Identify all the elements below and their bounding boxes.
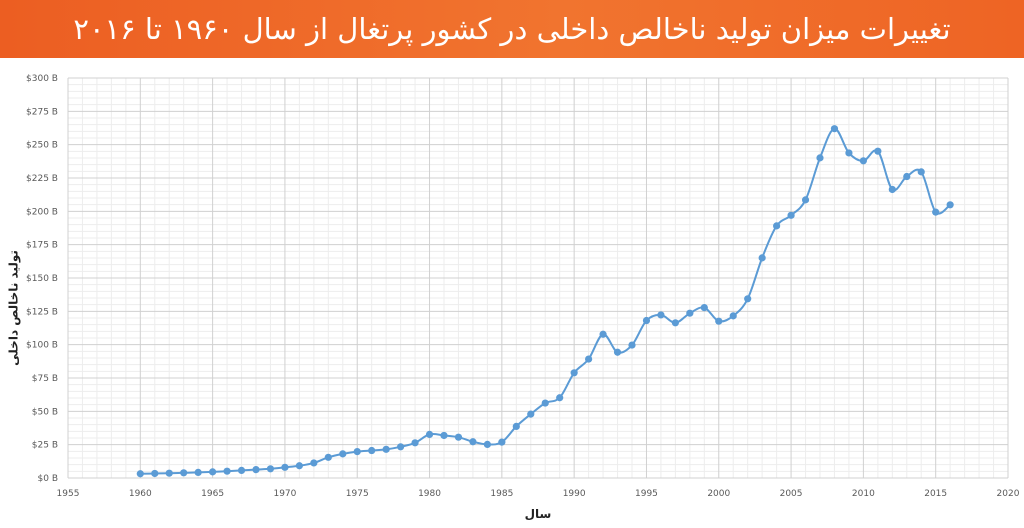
y-tick-label: $25 B <box>32 441 58 451</box>
data-point <box>252 466 260 474</box>
data-point <box>932 208 940 216</box>
data-point <box>556 394 564 402</box>
y-tick-label: $200 B <box>26 207 58 217</box>
chart-area: $0 B $25 B $50 B $75 B $100 B $125 B $150 B $17… <box>0 58 1024 528</box>
data-point <box>295 462 303 470</box>
x-tick-label: 1995 <box>635 489 658 499</box>
data-point <box>136 470 144 478</box>
data-point <box>281 463 289 471</box>
data-point <box>888 185 896 194</box>
data-point <box>194 468 202 476</box>
x-axis-title: سال <box>525 507 552 521</box>
data-point <box>512 422 520 430</box>
data-point <box>715 317 723 325</box>
data-point <box>237 466 246 474</box>
data-point <box>642 316 651 325</box>
data-point <box>874 147 882 155</box>
data-point <box>411 439 419 447</box>
data-point <box>382 445 390 453</box>
y-tick-label: $175 B <box>26 241 58 251</box>
data-point <box>151 469 159 478</box>
data-point <box>801 196 810 204</box>
x-tick-label: 1960 <box>129 489 152 499</box>
data-point <box>527 410 535 418</box>
y-tick-label: $100 B <box>26 341 58 351</box>
x-tick-label: 1965 <box>201 489 224 499</box>
y-tick-label: $75 B <box>32 374 58 384</box>
data-point <box>223 467 231 475</box>
major-gridlines <box>67 77 1009 479</box>
y-tick-label: $0 B <box>38 474 59 484</box>
data-point <box>758 254 766 262</box>
data-point <box>613 348 622 356</box>
x-tick-label: 1975 <box>346 489 369 499</box>
data-point <box>353 448 361 456</box>
data-point <box>657 311 665 319</box>
y-tick-label: $275 B <box>26 107 58 117</box>
data-point <box>469 438 477 446</box>
data-point <box>310 459 318 467</box>
data-point <box>917 168 925 176</box>
x-tick-label: 1955 <box>57 489 80 499</box>
gdp-chart: $0 B $25 B $50 B $75 B $100 B $125 B $150 B $17… <box>7 74 1020 521</box>
x-tick-label: 1980 <box>418 489 441 499</box>
x-tick-label: 2010 <box>852 489 875 499</box>
y-tick-label: $225 B <box>26 174 58 184</box>
data-point <box>628 341 636 349</box>
y-tick-label: $125 B <box>26 307 58 317</box>
data-point <box>585 355 593 363</box>
data-point <box>266 465 275 473</box>
x-tick-label: 1990 <box>563 489 586 499</box>
data-point <box>845 149 853 157</box>
data-point <box>483 440 491 448</box>
data-point <box>744 295 752 303</box>
data-point <box>773 222 781 230</box>
data-point <box>599 330 607 338</box>
data-point <box>397 443 405 451</box>
data-point <box>368 446 376 455</box>
data-point <box>165 469 173 477</box>
x-tick-label: 2020 <box>997 489 1020 499</box>
gdp-data-points <box>136 125 954 478</box>
y-axis-title: تولید ناخالص داخلی <box>7 250 22 366</box>
data-point <box>946 201 954 209</box>
data-point <box>339 450 347 458</box>
y-axis-tick-labels: $0 B $25 B $50 B $75 B $100 B $125 B $150 B $17… <box>26 74 58 484</box>
data-point <box>729 312 737 320</box>
data-point <box>440 431 448 440</box>
y-tick-label: $300 B <box>26 74 58 84</box>
data-point <box>454 433 463 441</box>
y-tick-label: $150 B <box>26 274 58 284</box>
x-tick-label: 2005 <box>780 489 803 499</box>
y-tick-label: $250 B <box>26 141 58 151</box>
x-axis-tick-labels: 1955 1960 1965 1970 1975 1980 1985 1990 1995 2000… <box>57 489 1020 499</box>
data-point <box>816 154 824 162</box>
data-point <box>541 399 549 407</box>
data-point <box>686 309 694 317</box>
data-point <box>859 157 867 165</box>
data-point <box>570 369 578 377</box>
data-point <box>787 211 795 219</box>
data-point <box>671 319 679 327</box>
x-tick-label: 2015 <box>924 489 947 499</box>
data-point <box>903 172 911 181</box>
data-point <box>830 125 839 133</box>
data-point <box>180 469 188 477</box>
data-point <box>209 468 217 476</box>
chart-title-banner: تغییرات میزان تولید ناخالص داخلی در کشور… <box>0 0 1024 58</box>
x-tick-label: 2000 <box>707 489 730 499</box>
data-point <box>700 304 708 312</box>
data-point <box>324 453 332 461</box>
data-point <box>498 438 506 446</box>
data-point <box>425 430 434 438</box>
x-tick-label: 1985 <box>490 489 513 499</box>
y-tick-label: $50 B <box>32 407 58 417</box>
x-tick-label: 1970 <box>273 489 296 499</box>
